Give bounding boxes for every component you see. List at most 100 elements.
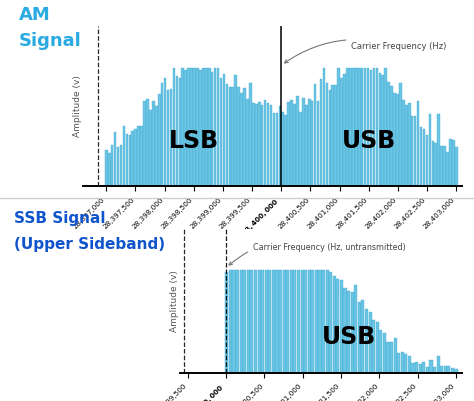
Bar (399, 83, 401, 186)
Bar (311, 270, 314, 373)
Bar (337, 279, 339, 373)
Bar (326, 83, 328, 186)
Bar (335, 85, 337, 186)
Bar (272, 270, 275, 373)
Bar (301, 270, 304, 373)
Bar (279, 105, 281, 186)
Bar (287, 103, 290, 186)
Bar (308, 270, 311, 373)
Bar (382, 75, 384, 186)
Bar (184, 70, 187, 186)
Bar (240, 270, 243, 373)
Bar (293, 104, 296, 186)
Bar (320, 79, 322, 186)
Bar (117, 147, 119, 186)
Bar (286, 270, 289, 373)
Bar (304, 270, 307, 373)
Bar (131, 132, 134, 186)
Bar (175, 76, 178, 186)
Bar (258, 102, 261, 186)
Bar (438, 114, 440, 186)
Bar (226, 83, 228, 186)
Bar (296, 96, 299, 186)
Bar (128, 135, 131, 186)
Bar (411, 115, 413, 186)
Bar (220, 78, 222, 186)
Bar (232, 270, 236, 373)
Text: USB: USB (342, 129, 396, 153)
Bar (164, 78, 166, 186)
Bar (337, 68, 340, 186)
Bar (275, 113, 278, 186)
Bar (404, 354, 408, 373)
Bar (367, 68, 369, 186)
Bar (329, 272, 332, 373)
Bar (449, 139, 452, 186)
Bar (452, 140, 455, 186)
Bar (283, 270, 286, 373)
Text: Carrier Frequency (Hz, untransmitted): Carrier Frequency (Hz, untransmitted) (229, 243, 406, 265)
Bar (255, 104, 257, 186)
Bar (214, 68, 217, 186)
X-axis label: Frequency (Hz): Frequency (Hz) (238, 242, 307, 251)
Y-axis label: Amplitude (v): Amplitude (v) (73, 75, 82, 137)
Bar (270, 105, 272, 186)
Bar (243, 270, 246, 373)
Bar (208, 68, 210, 186)
Text: SSB Signal: SSB Signal (14, 211, 106, 225)
Bar (402, 100, 405, 186)
Bar (231, 87, 234, 186)
Bar (268, 270, 272, 373)
Bar (229, 270, 232, 373)
Bar (355, 68, 357, 186)
Bar (326, 270, 328, 373)
Bar (387, 82, 390, 186)
Bar (373, 68, 375, 186)
Bar (414, 116, 417, 186)
Bar (379, 330, 383, 373)
Bar (211, 72, 213, 186)
Bar (417, 101, 419, 186)
Bar (284, 115, 287, 186)
Bar (250, 270, 254, 373)
Bar (225, 272, 228, 373)
Bar (235, 75, 237, 186)
Y-axis label: Amplitude (v): Amplitude (v) (170, 270, 179, 332)
Bar (126, 134, 128, 186)
Bar (161, 83, 164, 186)
Bar (408, 103, 410, 186)
Bar (317, 101, 319, 186)
Bar (390, 86, 393, 186)
Bar (293, 270, 296, 373)
Bar (202, 68, 205, 186)
Bar (261, 270, 264, 373)
Bar (267, 103, 269, 186)
Bar (375, 68, 378, 186)
Bar (123, 126, 125, 186)
Bar (440, 146, 443, 186)
Bar (351, 292, 354, 373)
Bar (158, 94, 161, 186)
Bar (422, 362, 425, 373)
Bar (419, 364, 422, 373)
Bar (376, 322, 379, 373)
Bar (243, 87, 246, 186)
Bar (254, 270, 257, 373)
Bar (446, 152, 449, 186)
Bar (397, 353, 400, 373)
Bar (279, 270, 282, 373)
Bar (264, 100, 266, 186)
Text: Signal: Signal (19, 32, 82, 50)
Bar (319, 270, 321, 373)
Bar (333, 276, 336, 373)
Bar (155, 105, 157, 186)
Text: LSB: LSB (169, 129, 219, 153)
Text: AM: AM (19, 6, 51, 24)
Bar (331, 85, 334, 186)
Bar (297, 270, 300, 373)
Bar (152, 101, 155, 186)
Bar (411, 363, 415, 373)
Bar (282, 112, 284, 186)
Bar (386, 342, 390, 373)
Bar (426, 367, 429, 373)
